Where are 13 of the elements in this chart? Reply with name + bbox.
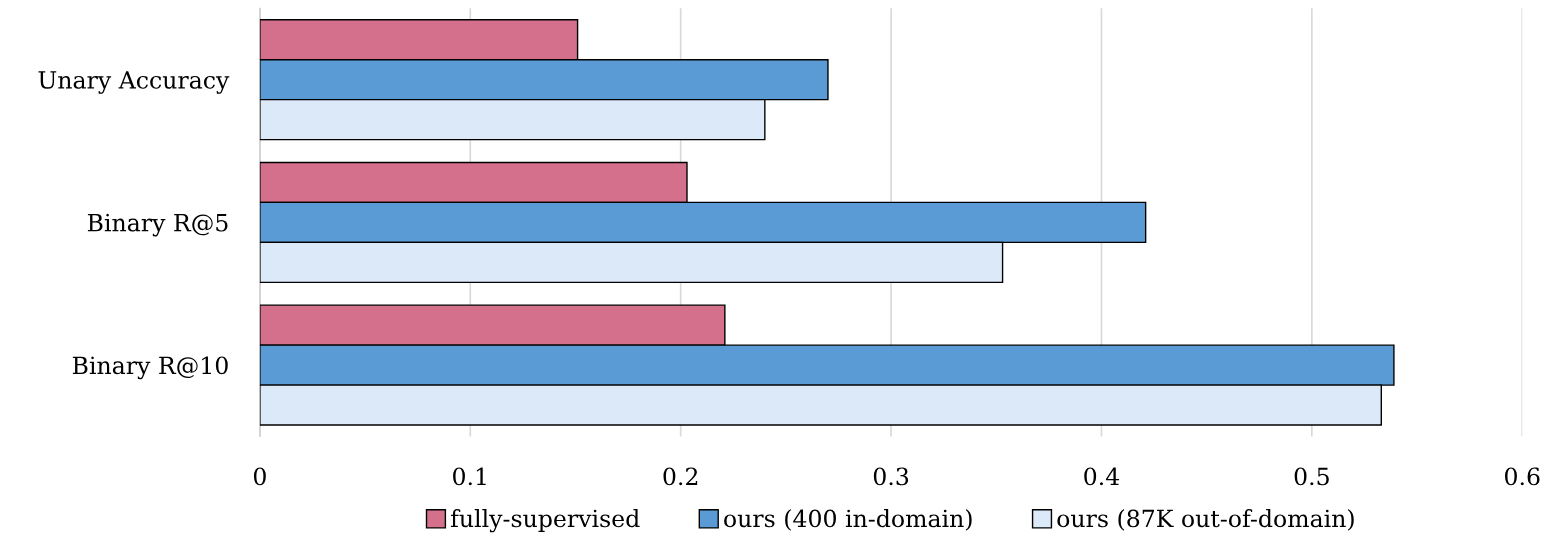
- x-tick-label: 0.4: [1084, 467, 1120, 486]
- x-tick-label: 0.5: [1294, 467, 1329, 486]
- x-tick-label: 0.3: [873, 467, 909, 486]
- x-tick-label: 0.1: [453, 467, 486, 486]
- x-tick-label: 0.6: [1505, 467, 1540, 486]
- legend-label: ours (87K out-of-domain): [1057, 509, 1354, 531]
- y-tick-label: Unary Accuracy: [38, 71, 230, 94]
- y-tick-label: Binary R@5: [87, 213, 228, 237]
- legend-label: fully-supervised: [450, 509, 640, 533]
- x-tick-label: 0.2: [663, 467, 698, 486]
- legend-label: ours (400 in-domain): [724, 509, 972, 531]
- y-tick-label: Binary R@10: [72, 356, 228, 380]
- x-tick-label: 0: [253, 467, 266, 486]
